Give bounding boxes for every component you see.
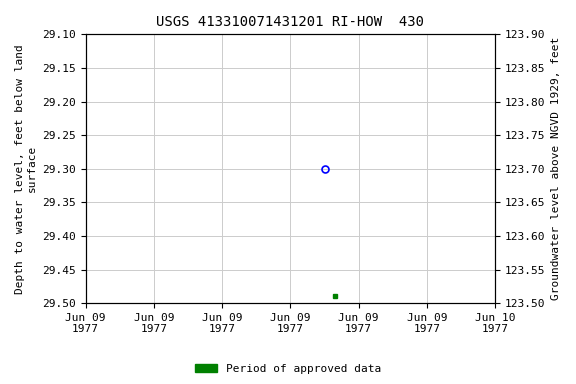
Y-axis label: Groundwater level above NGVD 1929, feet: Groundwater level above NGVD 1929, feet (551, 37, 561, 300)
Title: USGS 413310071431201 RI-HOW  430: USGS 413310071431201 RI-HOW 430 (157, 15, 425, 29)
Legend: Period of approved data: Period of approved data (191, 359, 385, 379)
Y-axis label: Depth to water level, feet below land
surface: Depth to water level, feet below land su… (15, 44, 37, 294)
